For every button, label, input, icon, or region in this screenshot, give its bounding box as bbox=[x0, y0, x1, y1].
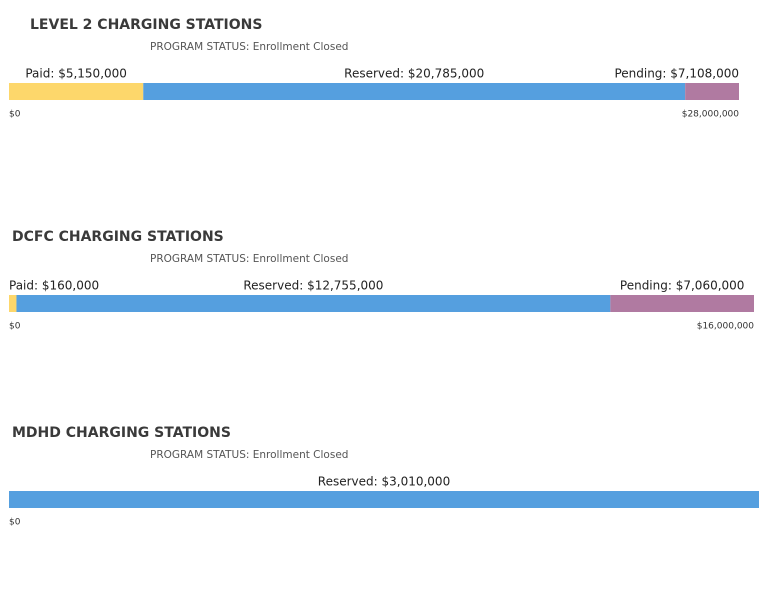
chart-title: MDHD CHARGING STATIONS bbox=[12, 425, 231, 441]
bar-group bbox=[9, 491, 759, 508]
chart-subtitle: PROGRAM STATUS: Enrollment Closed bbox=[150, 41, 348, 53]
chart-subtitle: PROGRAM STATUS: Enrollment Closed bbox=[150, 449, 348, 461]
value-label: Paid: $160,000 bbox=[9, 279, 99, 293]
bar-group bbox=[9, 295, 754, 312]
bar-segment bbox=[9, 491, 759, 508]
value-label: Paid: $5,150,000 bbox=[25, 67, 127, 81]
x-tick-label: $0 bbox=[9, 322, 21, 332]
bar-segment bbox=[610, 295, 754, 312]
value-label: Pending: $7,060,000 bbox=[620, 279, 745, 293]
chart-subtitle: PROGRAM STATUS: Enrollment Closed bbox=[150, 253, 348, 265]
value-label: Reserved: $12,755,000 bbox=[243, 279, 383, 293]
x-tick-label: $0 bbox=[9, 518, 21, 528]
x-tick-label: $0 bbox=[9, 110, 21, 120]
bar-segment bbox=[9, 295, 17, 312]
value-label: Pending: $7,108,000 bbox=[614, 67, 739, 81]
bar-group bbox=[9, 83, 739, 100]
bar-segment bbox=[16, 295, 611, 312]
x-tick-label: $28,000,000 bbox=[682, 110, 740, 120]
bar-segment bbox=[143, 83, 686, 100]
chart-title: LEVEL 2 CHARGING STATIONS bbox=[30, 17, 262, 33]
value-label: Reserved: $3,010,000 bbox=[318, 475, 450, 489]
chart-title: DCFC CHARGING STATIONS bbox=[12, 229, 224, 245]
bar-segment bbox=[685, 83, 739, 100]
value-label: Reserved: $20,785,000 bbox=[344, 67, 484, 81]
x-tick-label: $16,000,000 bbox=[697, 322, 755, 332]
bar-segment bbox=[9, 83, 144, 100]
